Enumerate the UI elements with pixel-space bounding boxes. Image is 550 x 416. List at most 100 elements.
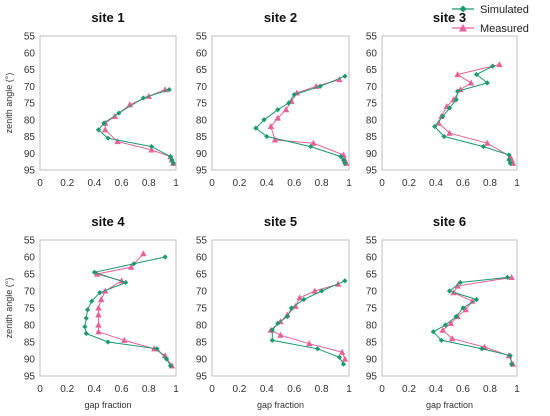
y-tick-label: 70 (366, 82, 378, 93)
series-measured (93, 250, 176, 369)
y-tick-label: 80 (24, 115, 36, 126)
x-tick-label: 1 (514, 384, 520, 395)
data-point (140, 95, 146, 101)
x-tick-label: 0.4 (260, 384, 274, 395)
data-point (167, 363, 174, 369)
data-point (116, 110, 122, 116)
x-tick-label: 1 (173, 178, 179, 189)
data-point (98, 296, 105, 303)
data-point (292, 302, 299, 309)
data-point (342, 160, 348, 166)
x-tick-label: 0.8 (483, 178, 497, 189)
y-tick-label: 80 (366, 115, 378, 126)
y-tick-label: 70 (24, 287, 36, 298)
panel-4: site 4 55 60 65 70 75 80 85 90 950 0.2 0.4 0.6 0.8 1 ze… (4, 214, 179, 410)
y-tick-label: 85 (366, 338, 378, 349)
data-point (467, 79, 475, 86)
series-measured (435, 61, 517, 166)
series-simulated (269, 278, 348, 367)
y-tick-label: 70 (366, 287, 378, 298)
x-tick-label: 0 (37, 384, 43, 395)
data-point (166, 87, 172, 93)
y-tick-label: 65 (196, 270, 208, 281)
legend: Simulated Measured (452, 4, 529, 35)
data-point (480, 143, 486, 150)
y-tick-label: 80 (196, 115, 208, 126)
y-tick-label: 55 (196, 236, 208, 247)
panel-5: site 5 55 60 65 70 75 80 85 90 950 0.2 0.4 0.6 0.8 1 ga… (196, 214, 352, 410)
data-point (288, 305, 295, 311)
x-tick-label: 0.4 (429, 384, 443, 395)
y-tick-label: 65 (366, 270, 378, 281)
series-simulated (430, 274, 515, 367)
series-measured (267, 280, 349, 362)
y-tick-label: 95 (196, 372, 208, 383)
data-point (105, 339, 111, 345)
x-tick-label: 0.4 (260, 178, 274, 189)
data-point (123, 279, 129, 286)
panel-title: site 4 (91, 214, 125, 229)
data-point (338, 348, 346, 355)
data-point (453, 313, 459, 320)
data-point (336, 76, 343, 83)
data-point (261, 117, 267, 123)
data-point (162, 254, 168, 260)
data-point (148, 143, 155, 150)
y-tick-label: 75 (196, 99, 208, 110)
data-point (170, 160, 176, 166)
y-tick-label: 65 (24, 270, 36, 281)
x-tick-label: 0.2 (232, 178, 246, 189)
data-point (253, 125, 259, 131)
data-point (507, 160, 513, 166)
data-point (508, 274, 515, 280)
panel-title: site 6 (433, 214, 466, 229)
data-point (447, 319, 455, 326)
y-tick-label: 85 (24, 338, 36, 349)
data-point (460, 305, 466, 311)
data-point (274, 114, 281, 121)
y-tick-label: 75 (24, 304, 36, 315)
plot-frame (39, 35, 177, 171)
series-line (84, 256, 172, 367)
legend-measured-marker (459, 24, 467, 32)
data-point (311, 287, 318, 294)
y-tick-label: 90 (196, 149, 208, 160)
data-point (473, 71, 480, 78)
legend-simulated-marker (459, 5, 467, 13)
data-point (484, 80, 490, 86)
y-tick-label: 70 (196, 287, 208, 298)
y-tick-label: 95 (366, 166, 378, 177)
y-tick-label: 90 (366, 149, 378, 160)
data-point (82, 324, 88, 330)
y-tick-label: 70 (24, 82, 36, 93)
x-tick-label: 1 (346, 384, 352, 395)
y-tick-label: 95 (24, 372, 36, 383)
data-point (95, 328, 102, 335)
x-tick-label: 0.2 (402, 384, 416, 395)
data-point (102, 126, 109, 133)
data-point (484, 139, 491, 146)
panel-title: site 2 (264, 10, 297, 25)
series-line (433, 65, 511, 164)
y-tick-label: 80 (196, 321, 208, 332)
y-tick-label: 75 (366, 99, 378, 110)
x-tick-label: 0 (37, 178, 43, 189)
data-point (432, 123, 438, 130)
y-tick-label: 65 (196, 65, 208, 76)
y-tick-label: 65 (366, 65, 378, 76)
data-point (284, 313, 290, 320)
data-point (127, 263, 135, 270)
y-tick-label: 55 (366, 236, 378, 247)
data-point (454, 282, 461, 289)
x-tick-label: 0.4 (87, 384, 101, 395)
data-point (83, 330, 89, 337)
series-line (432, 276, 513, 365)
data-point (154, 346, 160, 352)
data-point (275, 320, 281, 326)
y-tick-label: 60 (24, 48, 36, 59)
data-point (95, 127, 102, 133)
x-tick-label: 0 (379, 384, 385, 395)
data-point (314, 346, 321, 352)
x-axis-label: gap fraction (426, 400, 473, 410)
x-tick-label: 0.8 (483, 384, 497, 395)
